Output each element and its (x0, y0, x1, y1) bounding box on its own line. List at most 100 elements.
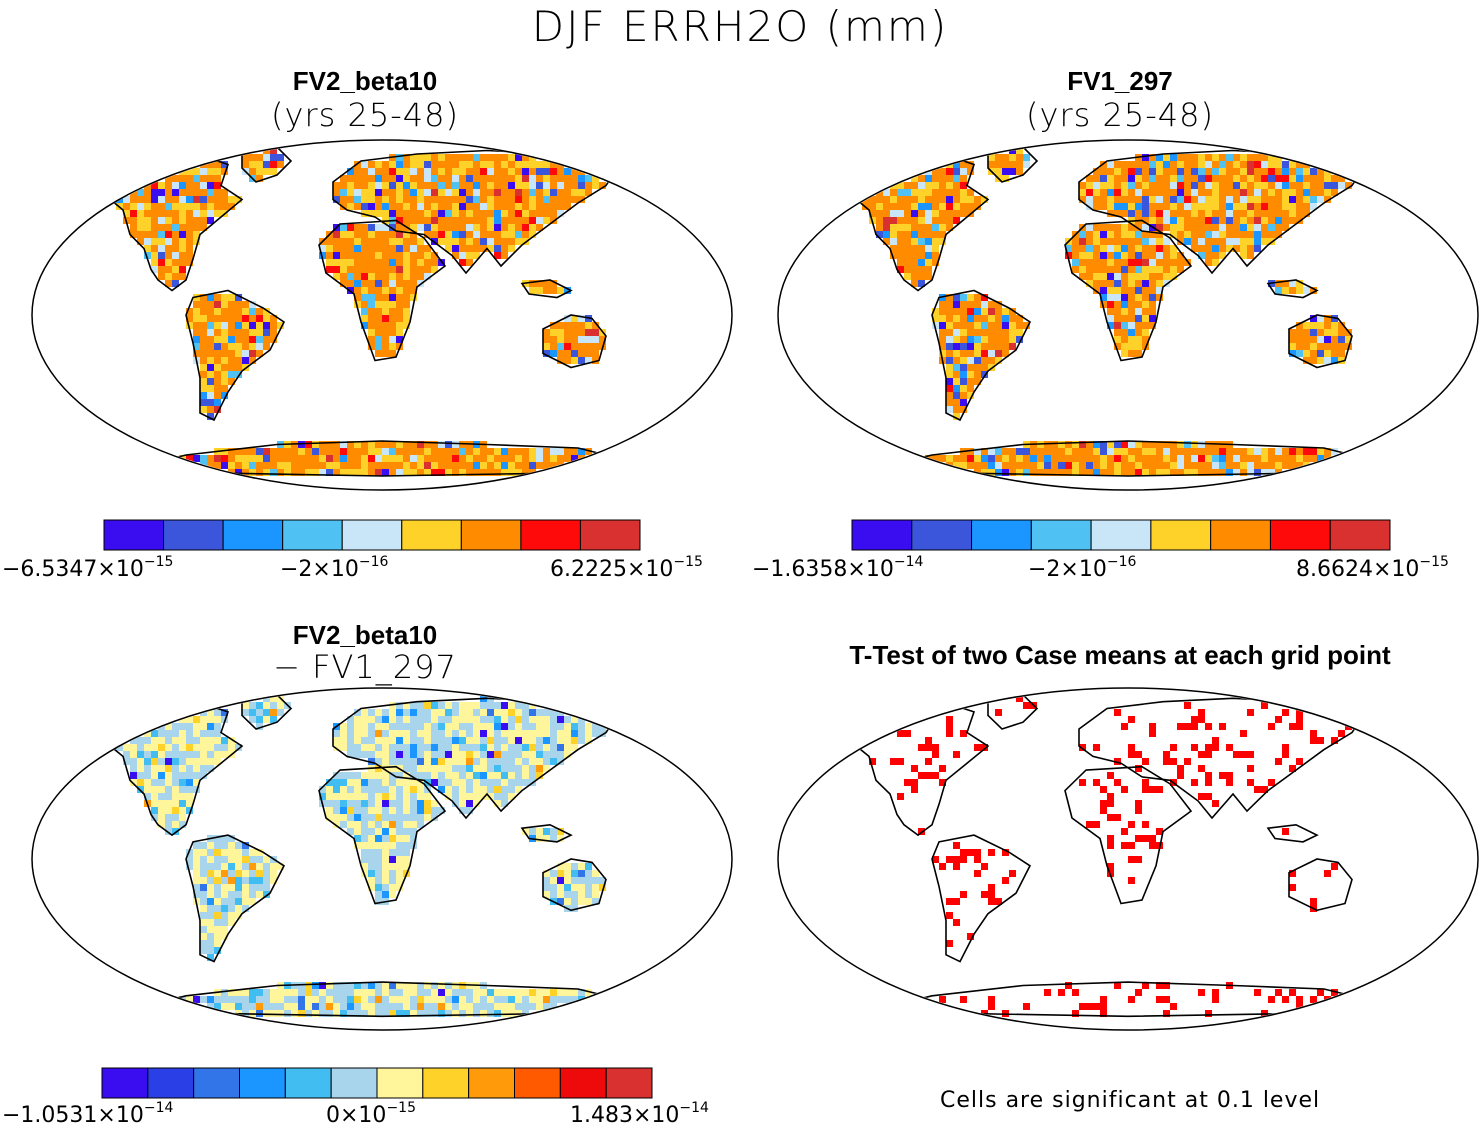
grid-cell (445, 469, 452, 476)
grid-cell (242, 343, 249, 350)
coastline-eurasia (1078, 149, 1368, 275)
grid-cell (200, 406, 207, 413)
grid-cell (319, 252, 326, 259)
grid-cell (242, 702, 249, 709)
grid-cell (480, 231, 487, 238)
grid-cell (1191, 224, 1198, 231)
grid-cell (144, 751, 151, 758)
grid-cell (1226, 455, 1233, 462)
grid-cell (536, 448, 543, 455)
grid-cell (354, 196, 361, 203)
grid-cell (396, 996, 403, 1003)
grid-cell (263, 856, 270, 863)
grid-cell (995, 161, 1002, 168)
grid-cell (890, 245, 897, 252)
grid-cell (172, 814, 179, 821)
grid-cell (270, 154, 277, 161)
grid-cell (1331, 989, 1338, 996)
grid-cell (130, 765, 137, 772)
grid-cell (242, 996, 249, 1003)
grid-cell (508, 793, 515, 800)
grid-cell (172, 196, 179, 203)
grid-cell (1184, 702, 1191, 709)
colorbar-swatch (520, 519, 581, 551)
grid-cell (1233, 189, 1240, 196)
grid-cell (466, 1010, 473, 1017)
grid-cell (918, 238, 925, 245)
grid-cell (522, 779, 529, 786)
grid-cell (165, 765, 172, 772)
grid-cell (974, 378, 981, 385)
grid-cell (557, 870, 564, 877)
grid-cell (1254, 238, 1261, 245)
grid-cell (1324, 196, 1331, 203)
grid-cell (214, 385, 221, 392)
grid-cell (389, 266, 396, 273)
grid-cell (214, 203, 221, 210)
grid-cell (172, 266, 179, 273)
grid-cell (536, 989, 543, 996)
grid-cell (1121, 322, 1128, 329)
grid-cell (1219, 154, 1226, 161)
grid-cell (431, 154, 438, 161)
grid-cell (1121, 828, 1128, 835)
grid-cell (578, 884, 585, 891)
grid-cell (410, 702, 417, 709)
cb1-mid-label: −2×10−16 (280, 554, 389, 582)
grid-cell (487, 751, 494, 758)
grid-cell (459, 786, 466, 793)
grid-cell (1023, 161, 1030, 168)
grid-cell (1198, 182, 1205, 189)
grid-cell (466, 702, 473, 709)
grid-cell (410, 168, 417, 175)
grid-cell (417, 765, 424, 772)
grid-cell (361, 716, 368, 723)
grid-cell (340, 245, 347, 252)
grid-cell (494, 709, 501, 716)
grid-cell (431, 814, 438, 821)
grid-cell (1107, 462, 1114, 469)
grid-cell (368, 294, 375, 301)
grid-cell (361, 996, 368, 1003)
grid-cell (1282, 287, 1289, 294)
grid-cell (431, 210, 438, 217)
grid-cell (438, 758, 445, 765)
grid-cell (1205, 217, 1212, 224)
grid-cell (137, 224, 144, 231)
grid-cell (263, 161, 270, 168)
grid-cell (193, 737, 200, 744)
grid-cell (501, 758, 508, 765)
grid-cell (1114, 259, 1121, 266)
grid-cell (501, 702, 508, 709)
grid-cell (501, 996, 508, 1003)
grid-cell (925, 196, 932, 203)
grid-cell (347, 996, 354, 1003)
grid-cell (557, 455, 564, 462)
grid-cell (911, 203, 918, 210)
grid-cell (158, 210, 165, 217)
grid-cell (235, 329, 242, 336)
grid-cell (981, 301, 988, 308)
grid-cell (1219, 455, 1226, 462)
grid-cell (1163, 203, 1170, 210)
grid-cell (550, 350, 557, 357)
grid-cell (207, 849, 214, 856)
grid-cell (172, 828, 179, 835)
grid-cell (1128, 273, 1135, 280)
grid-cell (326, 245, 333, 252)
grid-cell (326, 238, 333, 245)
grid-cell (946, 856, 953, 863)
grid-cell (1219, 723, 1226, 730)
grid-cell (1191, 217, 1198, 224)
grid-cell (953, 371, 960, 378)
grid-cell (1205, 1010, 1212, 1017)
grid-cell (312, 448, 319, 455)
map-border (31, 139, 733, 491)
grid-cell (897, 217, 904, 224)
grid-cell (515, 737, 522, 744)
grid-cell (403, 821, 410, 828)
grid-cell (897, 730, 904, 737)
grid-cell (445, 210, 452, 217)
grid-cell (221, 329, 228, 336)
grid-cell (347, 772, 354, 779)
